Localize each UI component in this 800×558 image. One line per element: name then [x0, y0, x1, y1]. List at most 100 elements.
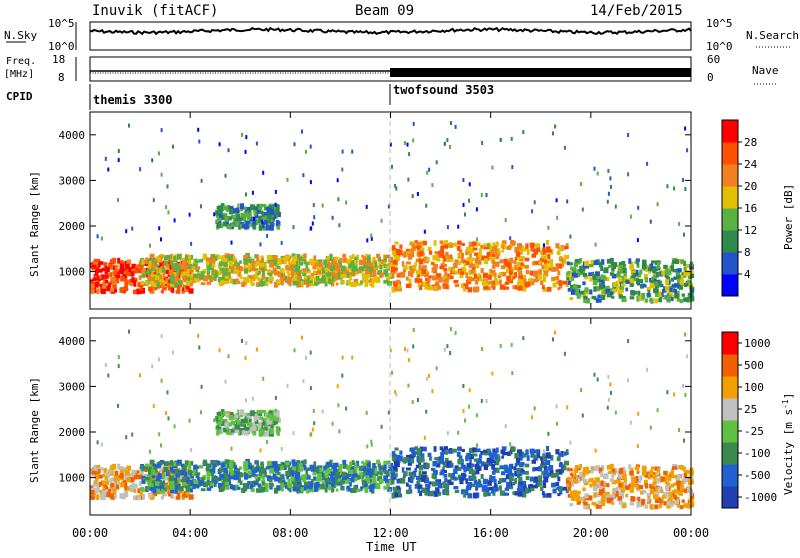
- velocity-cell: [124, 475, 129, 481]
- power-cell: [641, 292, 646, 299]
- velocity-cell: [646, 367, 649, 372]
- power-cell: [616, 280, 619, 287]
- velocity-cell: [562, 486, 568, 491]
- velocity-cell: [137, 488, 140, 494]
- velocity-cell: [152, 404, 155, 409]
- velocity-cell: [655, 472, 660, 476]
- velocity-cell: [306, 467, 311, 471]
- power-cell: [653, 281, 658, 286]
- velocity-cell: [421, 471, 427, 475]
- power-cell: [448, 267, 451, 272]
- velocity-cell: [629, 487, 634, 493]
- velocity-cell: [366, 480, 370, 484]
- velocity-cell: [218, 414, 223, 420]
- velocity-cell: [383, 475, 388, 481]
- velocity-cell: [443, 347, 446, 352]
- velocity-cell: [383, 485, 389, 490]
- power-cell: [635, 269, 639, 276]
- power-cell: [261, 265, 265, 271]
- power-cell: [206, 257, 210, 262]
- power-cell: [534, 261, 540, 265]
- freq-label-bottom: [MHz]: [4, 69, 34, 80]
- power-cell: [200, 271, 205, 277]
- range-tick-label: 1000: [59, 266, 86, 279]
- velocity-cell: [154, 481, 160, 486]
- velocity-cell: [195, 473, 199, 479]
- power-cell: [547, 287, 552, 292]
- power-cell: [93, 258, 98, 263]
- power-cell: [259, 203, 263, 208]
- power-cell: [333, 273, 339, 279]
- power-cell: [638, 279, 644, 284]
- power-cell: [265, 215, 269, 221]
- velocity-cell: [656, 408, 659, 413]
- power-cell: [606, 291, 612, 298]
- velocity-cell: [249, 484, 254, 490]
- power-cell: [316, 259, 322, 263]
- velocity-cell: [596, 481, 601, 485]
- velocity-cell: [329, 478, 334, 482]
- power-cell: [145, 257, 149, 261]
- power-cell: [670, 297, 674, 301]
- power-cell: [436, 282, 440, 287]
- power-cell: [611, 295, 615, 299]
- power-cell: [345, 200, 348, 205]
- power-cell: [163, 261, 168, 266]
- power-cell: [449, 256, 454, 262]
- power-cell: [188, 264, 192, 270]
- power-cell: [576, 285, 581, 289]
- velocity-cell: [241, 487, 246, 493]
- power-cell: [290, 270, 295, 276]
- velocity-cell: [306, 474, 310, 478]
- power-cell: [216, 206, 222, 210]
- velocity-cell: [376, 459, 381, 465]
- velocity-cell: [470, 463, 475, 467]
- power-cell: [188, 259, 192, 265]
- velocity-cell: [173, 424, 176, 429]
- power-cell: [442, 260, 445, 265]
- power-cell: [300, 254, 305, 259]
- velocity-cell: [155, 464, 158, 468]
- power-cell: [551, 277, 556, 281]
- velocity-cell: [591, 477, 595, 482]
- velocity-cell: [243, 430, 249, 436]
- power-cell: [267, 254, 272, 260]
- velocity-cell: [160, 378, 163, 383]
- velocity-cell: [298, 484, 302, 489]
- velocity-cell: [275, 426, 280, 432]
- velocity-cell: [265, 466, 270, 470]
- power-cell: [491, 253, 496, 257]
- power-cell: [225, 280, 230, 284]
- power-cell: [280, 279, 284, 284]
- power-cell: [261, 203, 267, 208]
- velocity-cell: [126, 465, 131, 471]
- power-cell: [460, 257, 464, 263]
- velocity-cell: [219, 467, 224, 472]
- power-cell: [230, 240, 233, 245]
- power-cell: [340, 265, 346, 272]
- power-cell: [638, 295, 644, 301]
- power-cell: [93, 262, 98, 267]
- nave-trace-dense: [390, 68, 691, 77]
- power-cell: [226, 216, 232, 221]
- power-cell: [579, 265, 582, 271]
- velocity-cell: [649, 425, 652, 430]
- velocity-cell: [475, 448, 481, 453]
- power-cell: [302, 272, 307, 277]
- power-cell: [641, 285, 644, 289]
- velocity-cell: [356, 488, 361, 492]
- power-cell: [492, 286, 496, 290]
- velocity-cell: [478, 466, 482, 471]
- power-cell: [249, 278, 254, 284]
- power-cell: [269, 261, 274, 268]
- velocity-cell: [629, 420, 632, 425]
- power-cell: [355, 254, 360, 260]
- velocity-cell: [485, 461, 489, 467]
- power-cell: [653, 271, 658, 276]
- velocity-cell: [188, 465, 192, 471]
- velocity-cell: [595, 492, 600, 498]
- velocity-cell: [545, 452, 551, 458]
- velocity-cell: [235, 484, 239, 490]
- velocity-cell: [317, 473, 322, 477]
- velocity-cell: [411, 400, 414, 405]
